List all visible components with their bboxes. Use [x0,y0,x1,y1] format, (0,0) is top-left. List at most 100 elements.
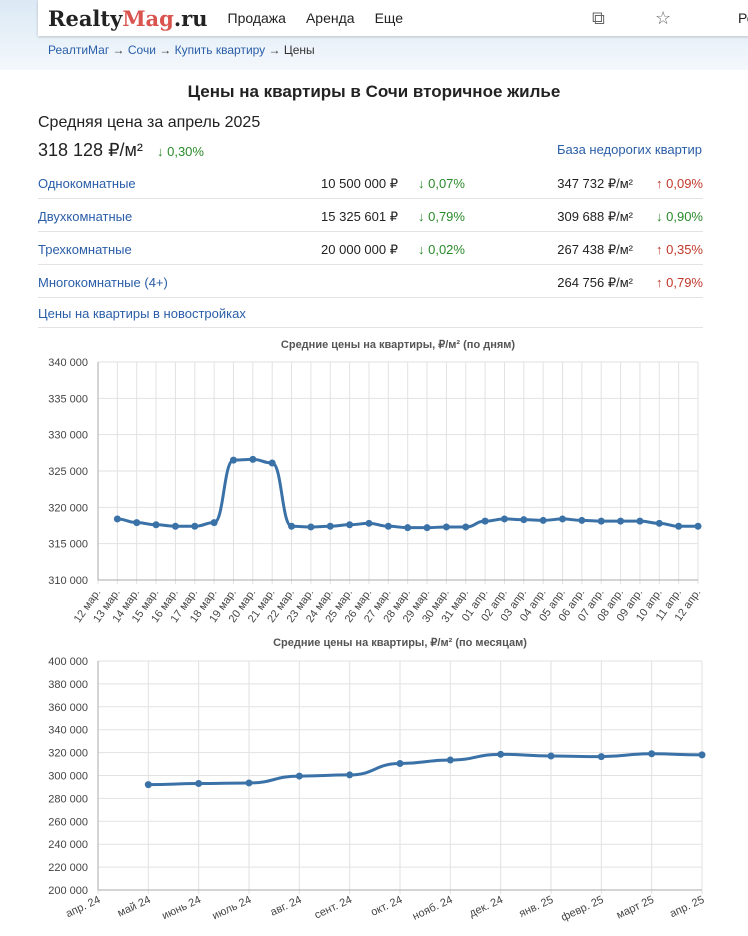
data-point [655,519,663,527]
x-tick-label: апр. 25 [668,894,706,920]
x-tick-label: апр. 24 [64,894,102,920]
y-tick-label: 260 000 [48,816,88,828]
x-tick-label: июль 24 [210,894,253,922]
price: 20 000 000 ₽ [321,242,398,257]
cheap-apartments-link[interactable]: База недорогих квартир [557,142,702,157]
nav-sale[interactable]: Продажа [227,10,286,26]
data-point [133,519,141,527]
x-tick-label: окт. 24 [369,894,404,919]
page-title: Цены на квартиры в Сочи вторичное жилье [187,82,561,101]
y-tick-label: 380 000 [48,679,88,691]
data-point [597,517,605,525]
y-tick-label: 335 000 [48,393,88,405]
monthly-price-chart: Средние цены на квартиры, ₽/м² (по месяц… [48,637,706,924]
data-point [268,459,276,467]
x-tick-label: май 24 [116,894,153,920]
data-point [539,516,547,524]
data-point [578,516,586,524]
data-point [520,516,528,524]
data-point [365,519,373,527]
avg-change: ↓ 0,30% [157,144,204,159]
price-per-sqm: 309 688 ₽/м² [557,209,633,224]
sqm-change: ↑ 0,35% [656,242,703,257]
x-tick-label: сент. 24 [313,894,354,922]
data-point [307,523,315,531]
price-change: ↓ 0,02% [418,242,465,257]
data-point [497,750,505,758]
chart-title: Средние цены на квартиры, ₽/м² (по дням) [281,339,516,351]
room-type-row: Многокомнатные (4+) 264 756 ₽/м² ↑ 0,79% [38,265,703,298]
nav-rent[interactable]: Аренда [305,10,355,26]
nav-more[interactable]: Еще [374,10,404,26]
data-point [396,759,404,767]
data-point [694,522,702,530]
data-point [249,455,257,463]
y-tick-label: 280 000 [48,793,88,805]
sqm-change: ↑ 0,09% [656,176,703,191]
price: 10 500 000 ₽ [321,176,398,191]
data-point [462,523,470,531]
subtitle: Средняя цена за апрель 2025 [38,114,261,131]
region-link[interactable]: Реги [738,10,748,26]
data-point [346,771,354,779]
data-point [636,517,644,525]
x-tick-label: нояб. 24 [411,894,455,923]
y-tick-label: 315 000 [48,539,88,551]
data-point [245,779,253,787]
room-type-link[interactable]: Двухкомнатные [38,209,133,224]
y-tick-label: 340 000 [48,357,88,369]
y-tick-label: 325 000 [48,466,88,478]
room-type-link[interactable]: Однокомнатные [38,176,136,191]
y-tick-label: 310 000 [48,575,88,587]
y-tick-label: 360 000 [48,702,88,714]
y-tick-label: 200 000 [48,885,88,897]
price: 15 325 601 ₽ [321,209,398,224]
data-point [648,750,656,758]
price-change: ↓ 0,07% [418,176,465,191]
price-change: ↓ 0,79% [418,209,465,224]
new-buildings-link[interactable]: Цены на квартиры в новостройках [38,306,703,328]
x-tick-label: авг. 24 [269,894,304,919]
star-icon[interactable]: ☆ [655,8,672,28]
data-point [288,522,296,530]
data-point [547,752,555,760]
data-point [698,751,706,759]
price-per-sqm: 347 732 ₽/м² [557,176,633,191]
breadcrumb: РеалтиМаг → Сочи → Купить квартиру → Цен… [48,43,315,57]
breadcrumb-current: Цены [283,43,315,57]
x-tick-label: февр. 25 [559,894,605,924]
avg-price: 318 128 ₽/м² [38,140,143,160]
data-point [152,521,160,529]
room-type-row: Двухкомнатные 15 325 601 ₽ ↓ 0,79% 309 6… [38,199,703,232]
data-point [442,523,450,531]
data-point [500,515,508,523]
breadcrumb-home[interactable]: РеалтиМаг [48,43,110,57]
breadcrumb-city[interactable]: Сочи [127,43,156,57]
breadcrumb-buy[interactable]: Купить квартиру [174,43,266,57]
data-point [675,522,683,530]
price-per-sqm: 267 438 ₽/м² [557,242,633,257]
data-point [346,521,354,529]
chart-title: Средние цены на квартиры, ₽/м² (по месяц… [273,637,527,649]
data-point [481,517,489,525]
x-tick-label: март 25 [615,894,656,922]
data-point [617,517,625,525]
logo[interactable]: RealtyMag.ru [48,5,208,31]
data-point [171,522,179,530]
data-point [326,522,334,530]
sqm-change: ↓ 0,90% [656,209,703,224]
x-tick-label: июнь 24 [160,894,203,922]
data-point [559,515,567,523]
x-tick-label: янв. 25 [517,894,555,920]
price-per-sqm: 264 756 ₽/м² [557,275,633,290]
y-tick-label: 320 000 [48,748,88,760]
data-point [404,524,412,532]
room-type-row: Однокомнатные 10 500 000 ₽ ↓ 0,07% 347 7… [38,166,703,199]
room-type-link[interactable]: Многокомнатные (4+) [38,275,168,290]
data-point [446,756,454,764]
y-tick-label: 330 000 [48,430,88,442]
y-tick-label: 400 000 [48,656,88,668]
room-type-link[interactable]: Трехкомнатные [38,242,132,257]
data-point [191,522,199,530]
copy-icon[interactable]: ⧉ [592,8,605,28]
